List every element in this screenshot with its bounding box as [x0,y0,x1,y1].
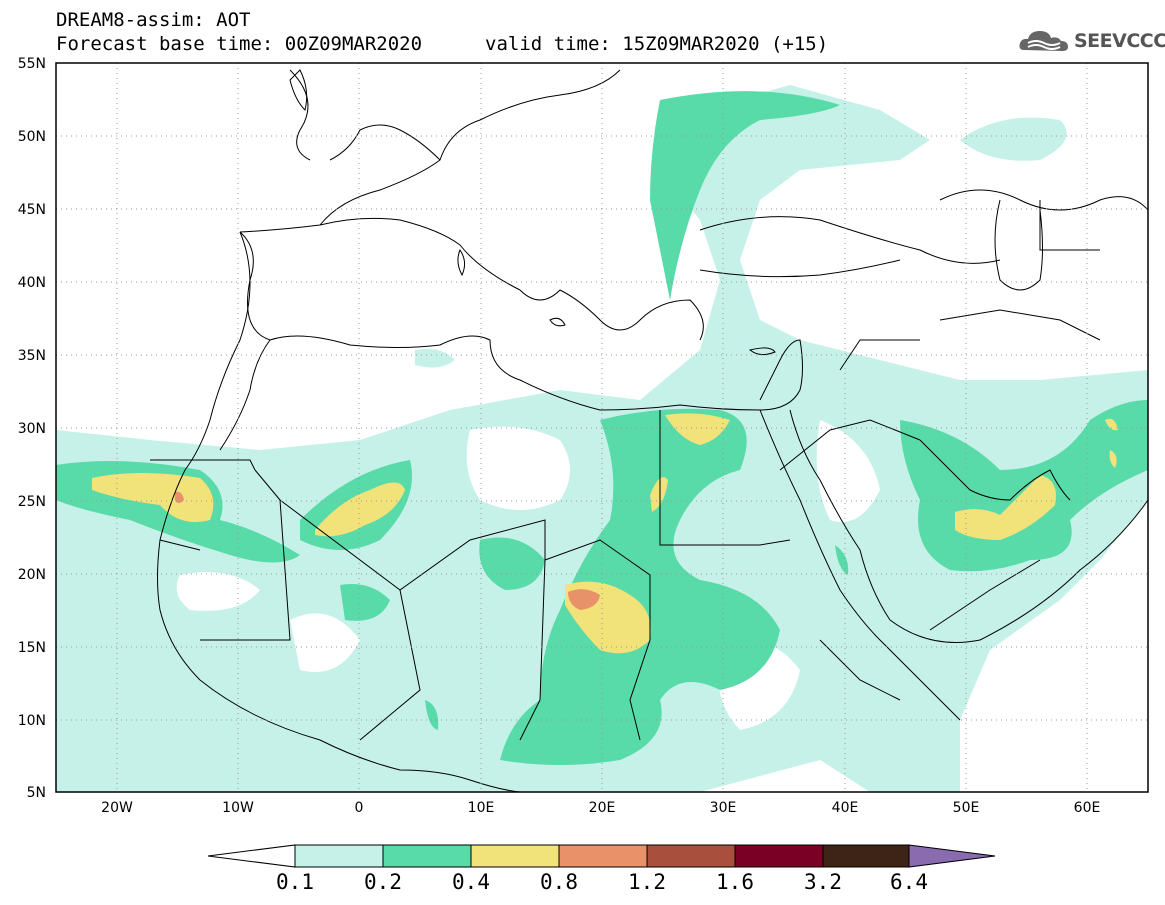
lon-label: 20W [101,800,133,816]
colorbar-label: 6.4 [890,870,928,894]
lon-label: 10W [222,800,254,816]
colorbar-label: 3.2 [804,870,842,894]
colorbar-swatch [734,844,824,868]
lon-label: 10E [468,800,495,816]
aot-level-0-4 [92,413,1118,654]
colorbar-swatch [822,844,910,868]
colorbar-under-triangle [207,844,296,868]
colorbar-swatch [470,844,560,868]
lat-label: 50N [18,129,46,145]
lat-label: 20N [18,567,46,583]
lon-label: 60E [1074,800,1101,816]
forecast-base-time: Forecast base time: 00Z09MAR2020 [56,33,423,55]
lat-label: 5N [27,785,46,801]
colorbar-swatch [294,844,384,868]
map-title: DREAM8-assim: AOT [56,9,251,31]
colorbar-swatch [558,844,648,868]
colorbar-label: 0.8 [540,870,578,894]
colorbar-label: 1.6 [716,870,754,894]
lat-label: 35N [18,348,46,364]
colorbar-swatch [382,844,472,868]
longitude-labels: 20W 10W 0 10E 20E 30E 40E 50E 60E [101,800,1100,816]
lon-label: 50E [953,800,980,816]
lon-label: 0 [355,800,364,816]
lat-label: 30N [18,421,46,437]
lat-label: 40N [18,275,46,291]
colorbar [207,844,996,868]
valid-time: valid time: 15Z09MAR2020 (+15) [485,33,829,55]
lat-label: 15N [18,640,46,656]
colorbar-label: 0.2 [364,870,402,894]
lon-label: 20E [589,800,616,816]
lat-label: 25N [18,494,46,510]
colorbar-over-triangle [908,844,996,868]
lon-label: 30E [710,800,737,816]
logo-text: SEEVCCC [1074,30,1165,52]
colorbar-swatch [646,844,736,868]
lat-label: 45N [18,202,46,218]
aot-level-0-8 [175,491,600,610]
map-frame [55,62,1149,793]
seevccc-logo: SEEVCCC [1018,26,1165,56]
colorbar-label: 0.4 [452,870,490,894]
lat-label: 55N [18,56,46,72]
latitude-labels: 55N 50N 45N 40N 35N 30N 25N 20N 15N 10N … [18,56,46,801]
colorbar-labels: 0.1 0.2 0.4 0.8 1.2 1.6 3.2 6.4 [276,870,928,894]
graticule [56,63,1148,792]
lat-label: 10N [18,713,46,729]
aot-clear-areas [176,420,1100,730]
colorbar-label: 1.2 [628,870,666,894]
cloud-icon [1019,31,1068,51]
colorbar-label: 0.1 [276,870,314,894]
lon-label: 40E [832,800,859,816]
